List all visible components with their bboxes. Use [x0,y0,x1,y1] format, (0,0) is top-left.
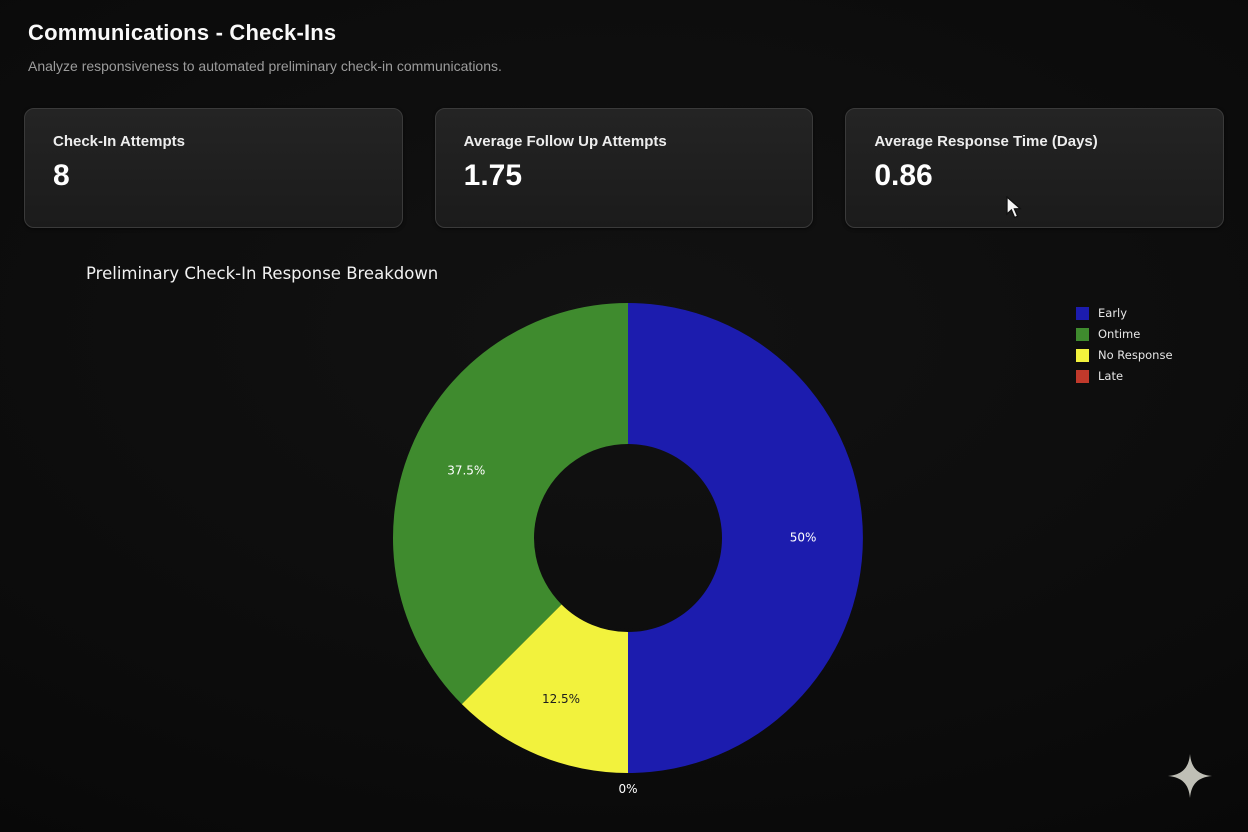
legend-label: No Response [1098,348,1173,362]
donut-percent-label: 0% [618,782,637,796]
mouse-cursor-icon [1006,196,1022,219]
donut-percent-label: 12.5% [542,692,580,706]
donut-chart: 50% 37.5% 12.5% 0% [392,303,863,796]
chart-legend: Early Ontime No Response Late [1076,306,1173,383]
page-title: Communications - Check-Ins [28,20,337,45]
legend-item-late: Late [1076,369,1173,383]
donut-percent-label: 50% [790,531,817,545]
donut-percent-label: 37.5% [447,464,485,478]
legend-label: Early [1098,306,1128,320]
stat-card-label: Average Response Time (Days) [874,133,1098,150]
stat-cards-row: Check-In Attempts 8 Average Follow Up At… [24,108,1224,228]
donut-slice-early [628,303,863,773]
stat-card-value: 1.75 [463,159,523,192]
stat-card-label: Average Follow Up Attempts [463,133,667,150]
legend-label: Late [1098,369,1124,383]
legend-item-no-response: No Response [1076,348,1173,362]
legend-label: Ontime [1098,327,1141,341]
legend-swatch-late [1076,369,1089,383]
stat-card-avg-follow-up-attempts: Average Follow Up Attempts 1.75 [434,108,814,228]
chart-title: Preliminary Check-In Response Breakdown [86,264,439,283]
stat-card-value: 8 [53,159,70,192]
legend-swatch-ontime [1076,327,1089,341]
sparkle-logo-icon [1168,754,1212,798]
donut-slice-ontime [392,303,628,705]
page-subtitle: Analyze responsiveness to automated prel… [28,58,502,74]
stat-card-label: Check-In Attempts [53,133,185,150]
legend-swatch-no-response [1076,348,1089,362]
donut-slice-no-response [461,604,628,773]
stat-card-check-in-attempts: Check-In Attempts 8 [24,108,403,228]
stat-card-avg-response-time: Average Response Time (Days) 0.86 [845,108,1224,228]
legend-item-ontime: Ontime [1076,327,1173,341]
dashboard-page: Communications - Check-Ins Analyze respo… [0,0,1248,798]
legend-swatch-early [1076,306,1089,320]
stat-card-value: 0.86 [874,159,933,192]
legend-item-early: Early [1076,306,1173,320]
